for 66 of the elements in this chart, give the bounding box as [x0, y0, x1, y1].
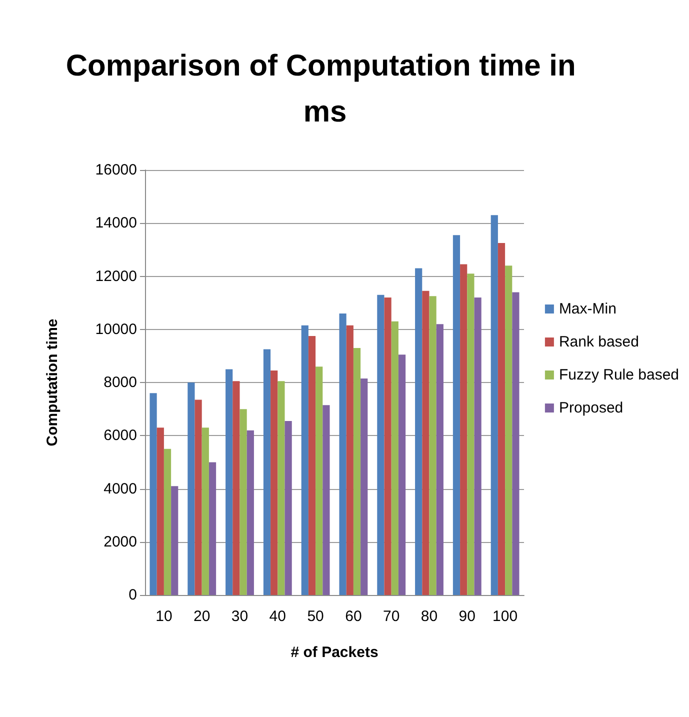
legend-label: Rank based [558, 334, 640, 350]
bar [474, 298, 482, 595]
bar [505, 266, 512, 595]
bar [278, 381, 285, 595]
bar [339, 313, 346, 595]
bar [194, 400, 202, 595]
bar [188, 382, 195, 595]
bar [270, 370, 278, 595]
bar [263, 349, 271, 595]
bar [512, 292, 520, 595]
y-tick-label: 2000 [104, 533, 137, 550]
bar [284, 421, 292, 595]
chart-title: Comparison of Computation time in ms [66, 50, 584, 128]
y-tick-label: 12000 [95, 268, 137, 285]
bar [436, 324, 444, 595]
bar [452, 235, 460, 595]
bar [240, 409, 247, 595]
legend-label: Proposed [558, 400, 624, 416]
y-tick-label: 14000 [95, 214, 137, 232]
bar [391, 321, 398, 595]
y-tick-label: 10000 [95, 320, 137, 338]
bar [156, 428, 164, 595]
bar [208, 462, 216, 595]
y-tick-label: 8000 [104, 374, 137, 391]
x-tick-label: 100 [492, 608, 518, 625]
bar [498, 243, 506, 595]
bar [415, 268, 422, 595]
y-axis-title: Computation time [44, 318, 61, 446]
bar [429, 296, 436, 595]
bar [322, 405, 330, 595]
bar [467, 274, 474, 595]
y-tick-label: 16000 [95, 162, 137, 178]
bar [490, 215, 498, 595]
bar [398, 354, 406, 595]
x-tick-label: 60 [345, 608, 362, 625]
x-tick-label: 50 [307, 608, 324, 625]
x-tick-label: 80 [420, 608, 438, 625]
bar [316, 366, 323, 595]
bar [171, 486, 178, 595]
bar [384, 298, 392, 595]
x-tick-label: 10 [156, 608, 172, 625]
bar [460, 264, 468, 595]
x-axis-title: # of Packets [290, 644, 378, 661]
bar [232, 381, 240, 595]
bar [360, 378, 368, 595]
bar [308, 336, 316, 595]
bar [202, 428, 209, 595]
legend-label: Fuzzy Rule based [558, 366, 680, 384]
bar [226, 369, 233, 595]
legend-label: Max-Min [558, 300, 616, 318]
x-tick-label: 20 [194, 608, 210, 625]
x-tick-label: 40 [269, 608, 286, 625]
bar [422, 290, 430, 595]
y-tick-label: 6000 [104, 427, 137, 444]
y-tick-label: 4000 [104, 480, 137, 498]
bar [377, 294, 384, 595]
x-tick-label: 70 [383, 608, 400, 625]
bar [164, 448, 172, 595]
x-tick-label: 90 [458, 608, 476, 625]
y-tick-label: 0 [128, 586, 137, 604]
x-tick-label: 30 [231, 608, 248, 625]
bar [246, 430, 254, 595]
bar [353, 348, 361, 595]
bar [150, 393, 157, 595]
bar [346, 325, 354, 595]
bar [301, 325, 308, 595]
